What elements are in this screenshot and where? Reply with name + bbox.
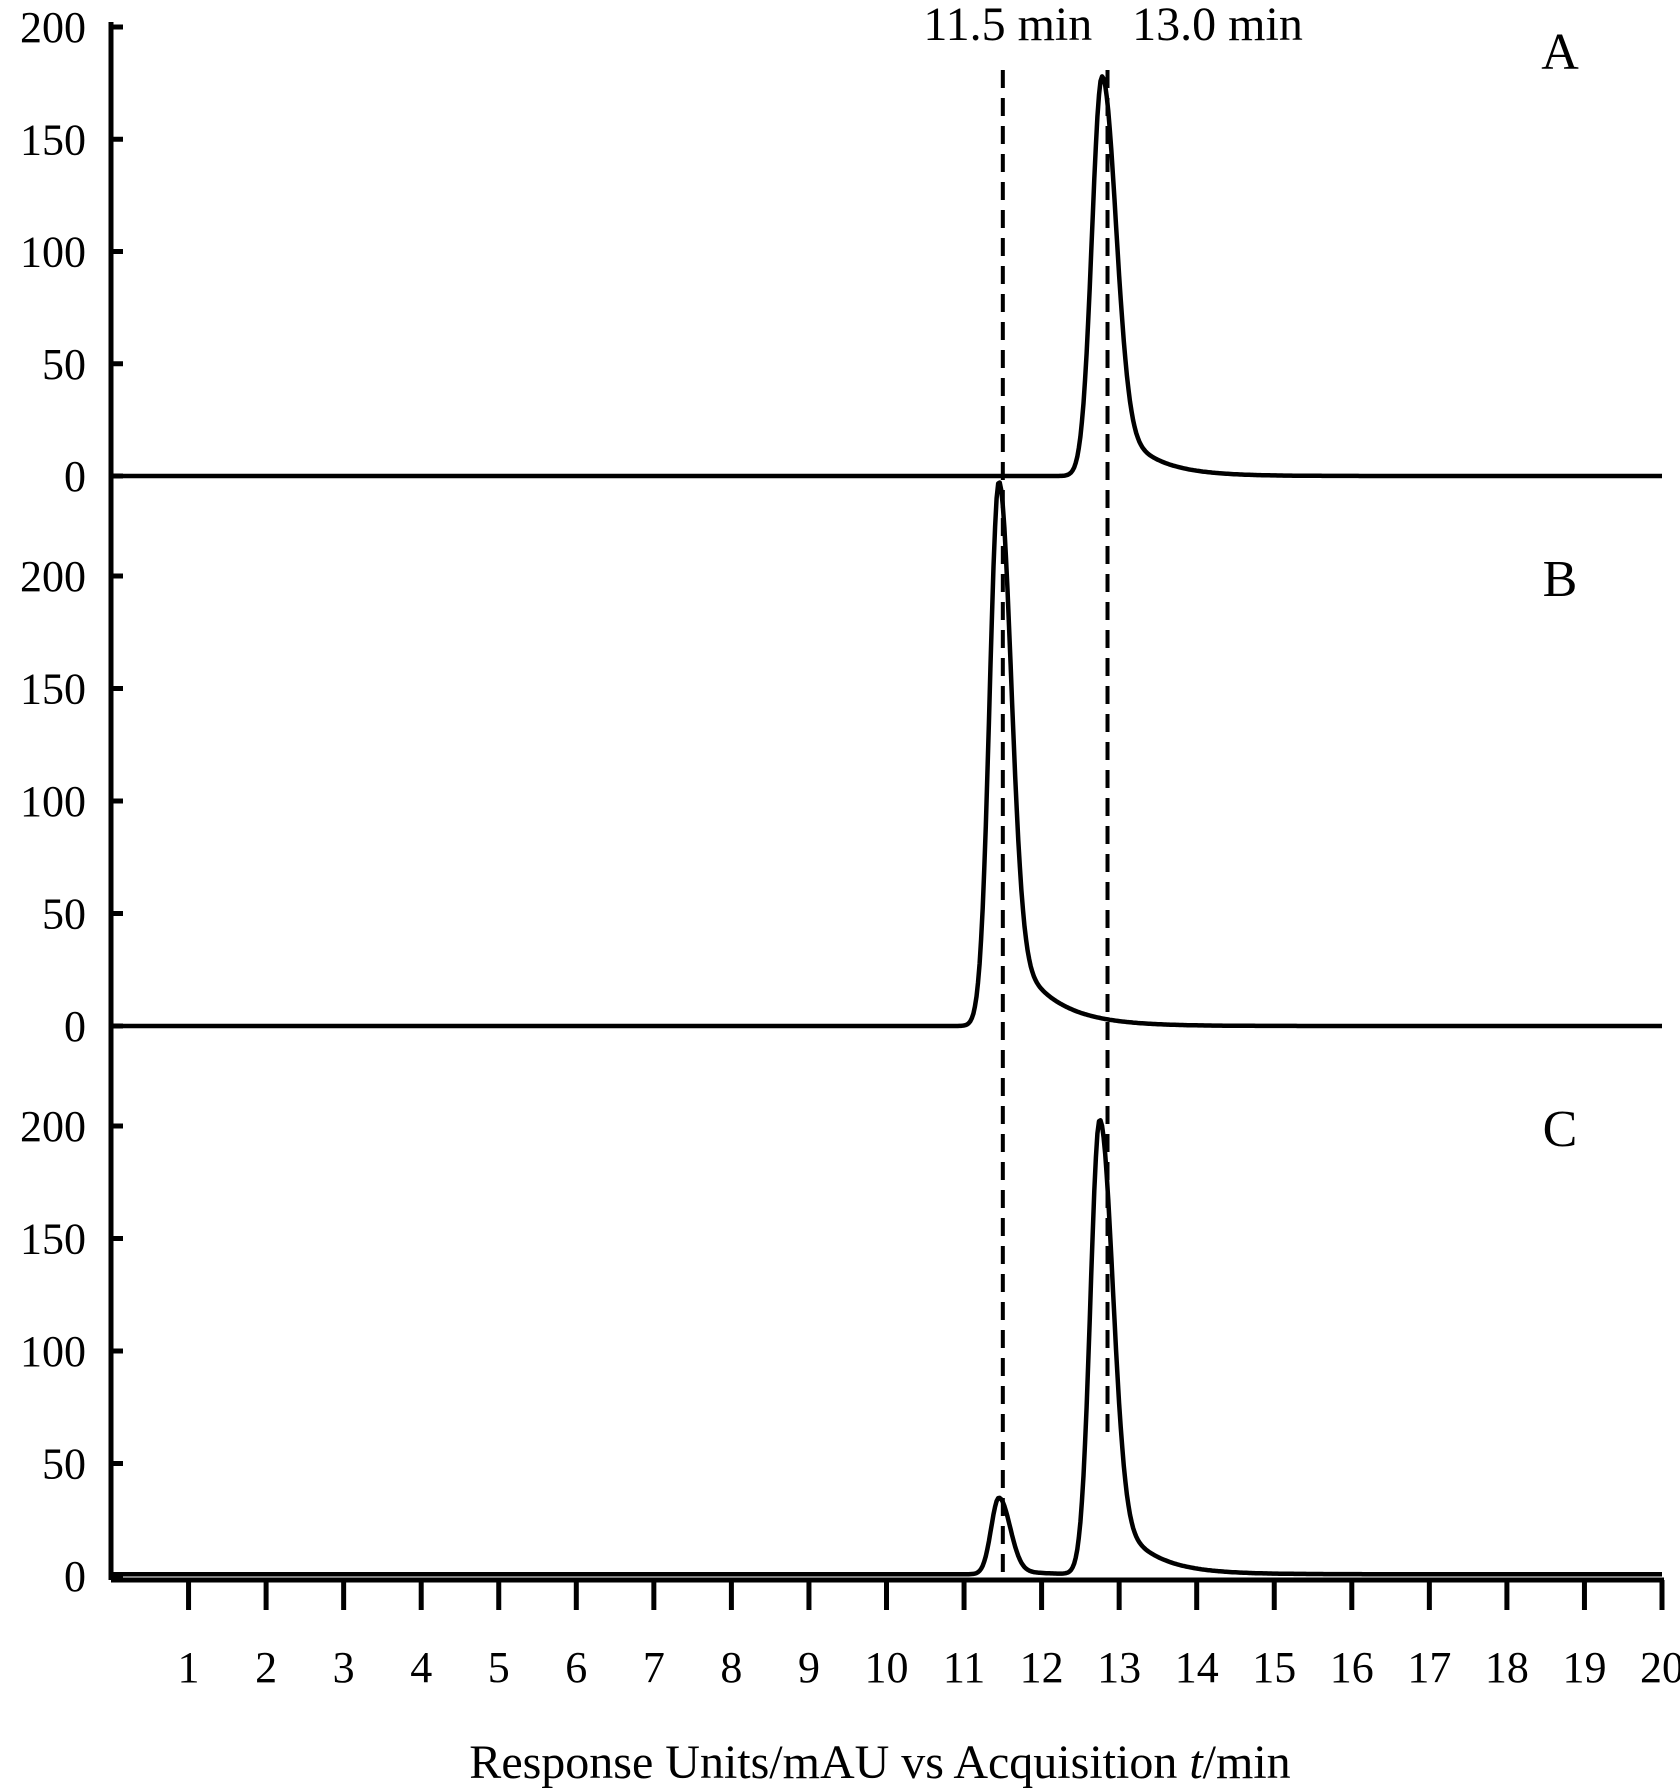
x-tick-label: 14 (1175, 1643, 1219, 1692)
trace-B (110, 480, 1663, 1029)
x-tick-label: 20 (1640, 1643, 1680, 1692)
x-tick-label: 18 (1485, 1643, 1529, 1692)
y-axis: 0 50 100 150 200 0 50 100 150 200 0 50 100 150 200 (20, 3, 123, 1601)
retention-time-label: 13.0 min (1132, 0, 1303, 51)
x-tick-label: 4 (410, 1643, 432, 1692)
x-tick-label: 8 (720, 1643, 742, 1692)
x-axis-label-variable: t (1189, 1736, 1204, 1789)
y-tick-label: 50 (42, 890, 86, 939)
y-tick-label: 100 (20, 777, 86, 826)
y-tick-label: 100 (20, 1327, 86, 1376)
x-axis-label-suffix: /min (1203, 1736, 1291, 1789)
y-tick-label: 150 (20, 1215, 86, 1264)
y-tick-label: 0 (64, 1552, 86, 1601)
labels: 11.5 min 13.0 min A B C (923, 0, 1579, 1158)
x-axis-label: Response Units/mAU vs Acquisition t/min (469, 1736, 1290, 1789)
panel-label: C (1543, 1101, 1578, 1158)
y-tick-label: 100 (20, 228, 86, 277)
x-tick-label: 6 (565, 1643, 587, 1692)
y-tick-label: 0 (64, 452, 86, 501)
reference-lines (1000, 70, 1110, 1580)
x-axis-label-prefix: Response Units/mAU vs Acquisition (469, 1736, 1189, 1789)
x-tick-label: 5 (488, 1643, 510, 1692)
y-tick-label: 200 (20, 552, 86, 601)
x-tick-label: 1 (178, 1643, 200, 1692)
trace-C (110, 1118, 1663, 1577)
x-axis: 1 2 3 4 5 6 7 8 9 10 11 12 13 14 15 16 17 18 19 20 (111, 1577, 1680, 1692)
panel-label: A (1541, 24, 1579, 81)
retention-time-label: 11.5 min (923, 0, 1092, 51)
x-tick-label: 13 (1097, 1643, 1141, 1692)
traces (110, 74, 1663, 1577)
x-tick-label: 9 (798, 1643, 820, 1692)
y-tick-label: 50 (42, 340, 86, 389)
y-tick-label: 150 (20, 665, 86, 714)
x-tick-label: 16 (1330, 1643, 1374, 1692)
x-tick-label: 12 (1020, 1643, 1064, 1692)
trace-A (110, 74, 1663, 479)
y-tick-label: 150 (20, 115, 86, 164)
y-tick-label: 200 (20, 1102, 86, 1151)
x-tick-label: 7 (643, 1643, 665, 1692)
y-tick-label: 0 (64, 1002, 86, 1051)
x-tick-label: 10 (865, 1643, 909, 1692)
x-tick-label: 11 (943, 1643, 985, 1692)
x-tick-label: 2 (255, 1643, 277, 1692)
x-tick-label: 15 (1252, 1643, 1296, 1692)
panel-label: B (1543, 551, 1578, 608)
y-tick-label: 50 (42, 1440, 86, 1489)
x-tick-label: 3 (333, 1643, 355, 1692)
x-tick-label: 17 (1407, 1643, 1451, 1692)
y-tick-label: 200 (20, 3, 86, 52)
x-tick-label: 19 (1562, 1643, 1606, 1692)
